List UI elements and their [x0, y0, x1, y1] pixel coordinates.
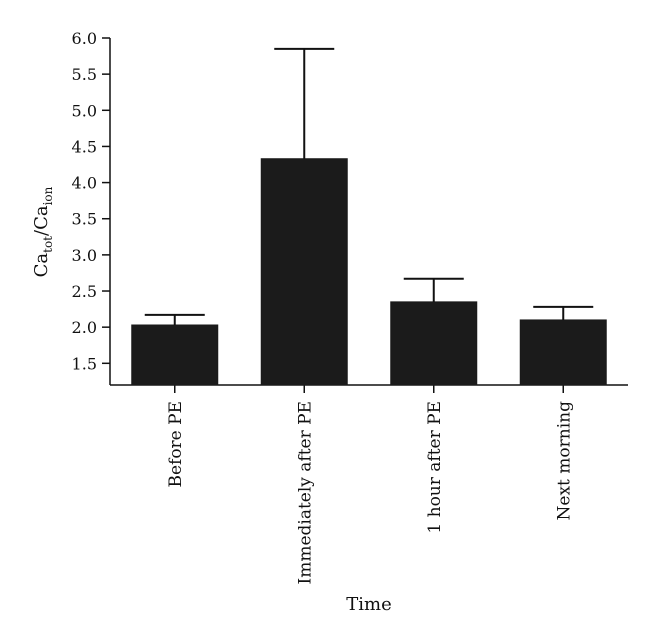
x-axis: Before PE Immediately after PE 1 hour afte… [110, 384, 628, 585]
x-tick-label: 1 hour after PE [425, 401, 445, 534]
y-axis: 1.5 2.0 2.5 3.0 3.5 4.0 4.5 5.0 5.5 6.0 [72, 29, 111, 385]
y-tick-label: 2.5 [72, 282, 97, 301]
y-tick-label: 5.5 [72, 65, 97, 84]
x-tick-label: Next morning [554, 401, 574, 521]
y-tick-label: 1.5 [72, 354, 97, 373]
bar [390, 301, 478, 386]
bar [519, 319, 607, 386]
y-axis-title-slash: /Ca [31, 205, 52, 236]
y-tick-label: 4.0 [72, 174, 97, 193]
y-axis-title-subscript-2: ion [41, 186, 55, 205]
x-tick-label: Before PE [166, 401, 186, 488]
y-tick-label: 3.5 [72, 210, 97, 229]
x-ticks: Before PE Immediately after PE 1 hour afte… [166, 385, 574, 585]
y-tick-label: 6.0 [72, 29, 97, 48]
x-tick-label: Immediately after PE [295, 401, 315, 585]
y-axis-title: Catot/Caion [31, 186, 55, 277]
x-axis-title: Time [346, 594, 391, 615]
y-tick-label: 2.0 [72, 318, 97, 337]
bar [131, 324, 219, 386]
bar [260, 158, 348, 386]
y-tick-label: 5.0 [72, 101, 97, 120]
y-tick-label: 3.0 [72, 246, 97, 265]
error-bars [144, 47, 594, 325]
y-ticks: 1.5 2.0 2.5 3.0 3.5 4.0 4.5 5.0 5.5 6.0 [72, 29, 110, 373]
y-axis-title-base: Ca [31, 253, 52, 278]
y-tick-label: 4.5 [72, 137, 97, 156]
y-axis-title-subscript-1: tot [41, 236, 55, 253]
bars [131, 158, 607, 386]
